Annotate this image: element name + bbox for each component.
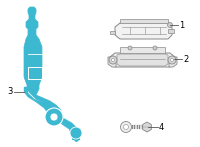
Polygon shape [117, 54, 168, 66]
Polygon shape [143, 122, 151, 132]
Circle shape [153, 46, 157, 50]
Circle shape [128, 46, 132, 50]
Polygon shape [120, 19, 168, 23]
Polygon shape [24, 7, 62, 121]
Text: 4: 4 [159, 122, 164, 132]
Polygon shape [58, 117, 78, 135]
Polygon shape [169, 57, 177, 67]
Circle shape [109, 56, 117, 64]
Polygon shape [110, 31, 115, 34]
Circle shape [120, 122, 132, 132]
Circle shape [168, 56, 176, 64]
Text: 2: 2 [183, 55, 188, 64]
Circle shape [50, 113, 58, 121]
Circle shape [70, 127, 82, 139]
Circle shape [168, 22, 172, 27]
Circle shape [112, 59, 114, 61]
Polygon shape [120, 47, 165, 53]
Text: 1: 1 [179, 20, 184, 30]
Polygon shape [110, 53, 175, 67]
Circle shape [170, 59, 174, 61]
Circle shape [45, 108, 63, 126]
Polygon shape [115, 23, 172, 39]
Polygon shape [24, 87, 63, 123]
Circle shape [124, 125, 128, 130]
Text: 3: 3 [8, 87, 13, 96]
Polygon shape [168, 29, 174, 33]
Polygon shape [108, 57, 116, 67]
